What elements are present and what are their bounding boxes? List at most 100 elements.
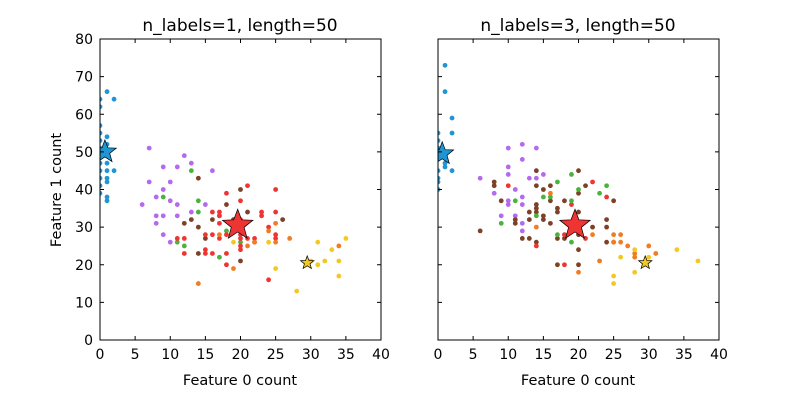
data-point: [104, 134, 110, 140]
data-point: [526, 209, 532, 215]
data-point: [153, 194, 159, 200]
data-point: [104, 175, 110, 181]
data-point: [576, 187, 581, 192]
scatter-points: [438, 62, 701, 286]
data-point: [231, 266, 236, 271]
data-point: [336, 258, 342, 264]
data-point: [266, 228, 271, 234]
x-tick-label: 0: [96, 347, 105, 363]
data-point: [604, 183, 609, 189]
data-point: [210, 168, 215, 174]
data-point: [266, 239, 271, 245]
y-tick-label: 40: [75, 183, 93, 199]
data-point: [491, 183, 497, 189]
y-tick-label: 30: [75, 220, 93, 236]
data-point: [611, 281, 617, 286]
data-point: [611, 232, 617, 238]
centroid-star-marker: [100, 138, 118, 163]
data-point: [438, 168, 441, 174]
x-tick-label: 20: [570, 347, 588, 363]
x-tick-label: 5: [131, 347, 140, 363]
data-point: [322, 258, 328, 264]
data-point: [512, 187, 518, 192]
data-point: [202, 251, 208, 256]
data-point: [632, 269, 638, 275]
data-point: [195, 281, 201, 286]
data-point: [238, 258, 243, 264]
data-point: [695, 258, 701, 264]
x-tick-label: 15: [534, 347, 552, 363]
data-point: [533, 243, 539, 249]
data-point: [195, 251, 201, 256]
data-point: [245, 183, 250, 189]
data-point: [442, 164, 448, 170]
data-point: [449, 115, 455, 121]
data-point: [632, 247, 638, 253]
data-point: [505, 164, 511, 170]
data-point: [498, 213, 504, 219]
data-point: [477, 228, 483, 234]
data-point: [533, 175, 539, 181]
data-point: [576, 269, 581, 275]
data-point: [548, 220, 553, 226]
x-axis-label: Feature 0 count: [183, 373, 297, 389]
data-point: [533, 202, 539, 207]
data-point: [505, 202, 511, 207]
data-point: [611, 239, 617, 245]
data-point: [202, 232, 208, 238]
data-point: [195, 198, 201, 204]
data-point: [224, 228, 229, 234]
data-point: [618, 254, 624, 260]
data-point: [181, 236, 187, 241]
x-tick-label: 30: [302, 347, 320, 363]
y-tick-label: 50: [75, 145, 93, 161]
data-point: [576, 209, 581, 215]
data-point: [533, 145, 539, 151]
x-tick-label: 30: [640, 347, 658, 363]
data-point: [252, 239, 257, 245]
data-point: [533, 183, 539, 189]
data-point: [548, 183, 553, 189]
data-point: [224, 262, 229, 268]
data-point: [181, 243, 187, 249]
data-point: [217, 254, 222, 260]
y-tick-label: 60: [75, 107, 93, 123]
data-point: [491, 190, 497, 196]
data-point: [287, 236, 293, 241]
data-point: [555, 262, 560, 268]
data-point: [533, 224, 539, 230]
data-point: [160, 232, 166, 238]
data-point: [442, 62, 448, 68]
data-point: [562, 262, 567, 268]
data-point: [597, 258, 602, 264]
x-tick-label: 40: [710, 347, 728, 363]
data-point: [188, 217, 194, 223]
data-point: [576, 190, 581, 196]
data-point: [505, 183, 511, 189]
data-point: [590, 224, 595, 230]
data-point: [202, 247, 208, 253]
data-point: [533, 205, 539, 211]
data-point: [238, 198, 243, 204]
data-point: [104, 168, 110, 174]
data-point: [512, 217, 518, 223]
data-point: [181, 153, 187, 159]
data-point: [100, 104, 103, 110]
data-point: [491, 179, 497, 185]
x-tick-label: 35: [337, 347, 355, 363]
centroid-star-marker: [299, 254, 315, 270]
data-point: [555, 209, 560, 215]
data-point: [100, 183, 103, 189]
data-point: [569, 198, 574, 204]
data-point: [188, 160, 194, 166]
data-point: [160, 164, 166, 170]
data-point: [104, 89, 110, 95]
data-point: [449, 130, 455, 136]
data-point: [245, 209, 250, 215]
data-point: [604, 224, 609, 230]
data-point: [555, 205, 560, 211]
data-point: [252, 236, 257, 241]
data-point: [210, 232, 215, 238]
data-point: [195, 175, 201, 181]
